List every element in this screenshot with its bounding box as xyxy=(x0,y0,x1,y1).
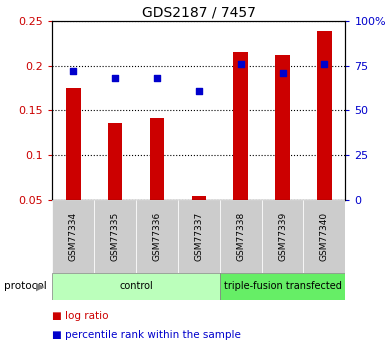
Text: GSM77340: GSM77340 xyxy=(320,212,329,261)
Bar xyxy=(94,200,136,273)
Text: GSM77339: GSM77339 xyxy=(278,212,287,261)
Bar xyxy=(192,196,206,200)
Text: ▶: ▶ xyxy=(36,282,45,291)
Bar xyxy=(178,200,220,273)
Point xyxy=(279,70,286,76)
Point xyxy=(154,75,160,81)
Text: GSM77334: GSM77334 xyxy=(69,212,78,261)
Point xyxy=(70,68,76,74)
Bar xyxy=(233,52,248,200)
Bar xyxy=(52,200,94,273)
Text: GSM77337: GSM77337 xyxy=(194,212,203,261)
Text: protocol: protocol xyxy=(4,282,47,291)
Text: ■ log ratio: ■ log ratio xyxy=(52,311,109,321)
Bar xyxy=(220,273,345,300)
Text: GSM77338: GSM77338 xyxy=(236,212,245,261)
Text: triple-fusion transfected: triple-fusion transfected xyxy=(223,282,341,291)
Bar xyxy=(220,200,262,273)
Text: control: control xyxy=(119,282,153,291)
Text: GSM77335: GSM77335 xyxy=(111,212,120,261)
Bar xyxy=(303,200,345,273)
Bar xyxy=(150,118,165,200)
Bar xyxy=(66,88,81,200)
Bar xyxy=(275,55,290,200)
Point xyxy=(112,75,118,81)
Point xyxy=(321,61,327,67)
Bar xyxy=(136,200,178,273)
Text: ■ percentile rank within the sample: ■ percentile rank within the sample xyxy=(52,330,241,340)
Point xyxy=(196,88,202,93)
Point xyxy=(237,61,244,67)
Text: GSM77336: GSM77336 xyxy=(152,212,161,261)
Title: GDS2187 / 7457: GDS2187 / 7457 xyxy=(142,6,256,20)
Bar xyxy=(108,123,123,200)
Bar xyxy=(262,200,303,273)
Bar xyxy=(317,31,332,200)
Bar xyxy=(52,273,220,300)
